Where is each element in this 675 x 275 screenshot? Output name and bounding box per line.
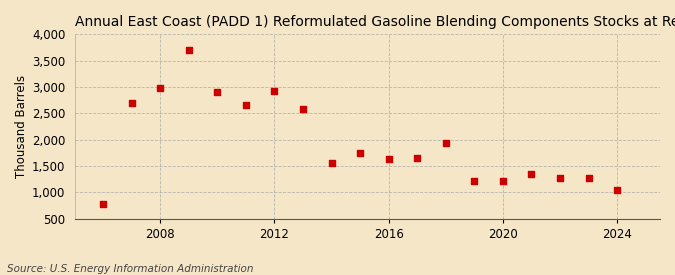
Point [526, 172, 537, 176]
Text: Source: U.S. Energy Information Administration: Source: U.S. Energy Information Administ… [7, 264, 253, 274]
Point [326, 161, 337, 165]
Point [612, 188, 622, 192]
Point [298, 106, 308, 111]
Point [126, 101, 137, 105]
Point [212, 90, 223, 95]
Point [240, 103, 251, 108]
Point [583, 176, 594, 180]
Point [383, 157, 394, 161]
Point [469, 179, 480, 183]
Y-axis label: Thousand Barrels: Thousand Barrels [15, 75, 28, 178]
Point [497, 179, 508, 183]
Point [184, 48, 194, 52]
Point [98, 202, 109, 207]
Point [440, 141, 451, 145]
Point [155, 86, 165, 90]
Point [269, 89, 280, 93]
Text: Annual East Coast (PADD 1) Reformulated Gasoline Blending Components Stocks at R: Annual East Coast (PADD 1) Reformulated … [74, 15, 675, 29]
Point [555, 175, 566, 180]
Point [412, 155, 423, 160]
Point [355, 151, 366, 156]
